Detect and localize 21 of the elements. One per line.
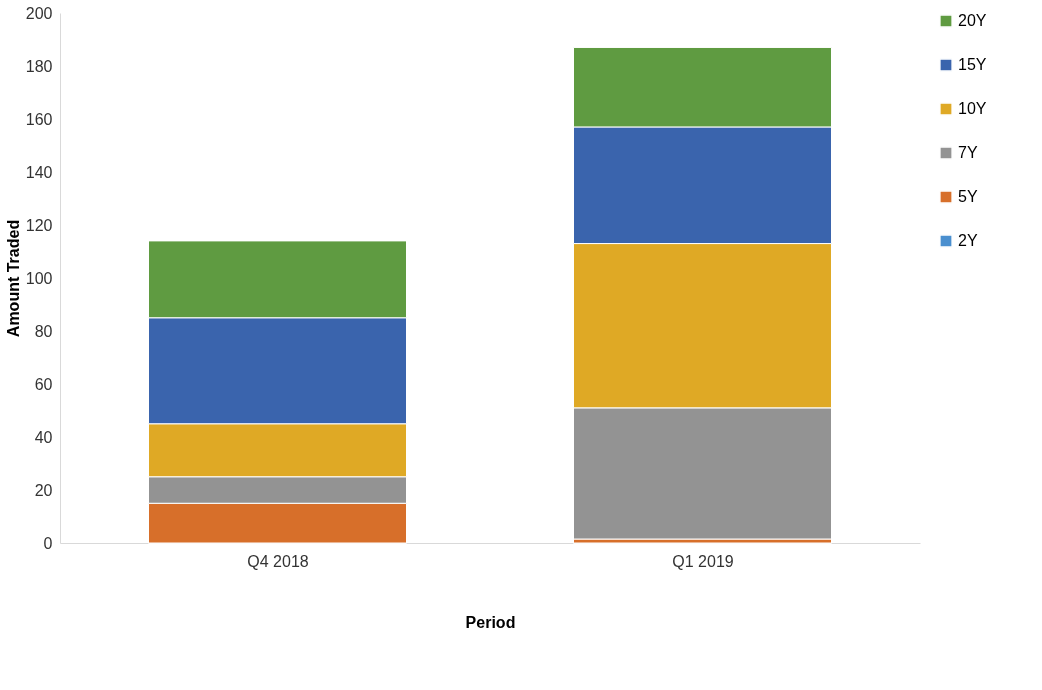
legend-label: 2Y [958, 232, 978, 249]
y-tick-label: 60 [34, 375, 53, 393]
y-tick-label: 200 [25, 4, 53, 22]
y-tick-label: 80 [34, 322, 53, 340]
y-tick-label: 160 [25, 110, 53, 128]
y-tick-label: 120 [25, 216, 53, 234]
legend-label: 7Y [958, 144, 978, 161]
y-tick-label: 180 [25, 57, 53, 75]
x-axis-title: Period [465, 613, 516, 631]
legend-label: 15Y [958, 56, 987, 73]
y-tick-label: 140 [25, 163, 53, 181]
legend-label: 5Y [958, 188, 978, 205]
y-tick-label: 20 [34, 481, 53, 499]
x-tick-label: Q1 2019 [672, 552, 734, 570]
legend-label: 10Y [958, 100, 987, 117]
x-tick-label: Q4 2018 [247, 552, 309, 570]
y-tick-label: 40 [34, 428, 53, 446]
y-tick-label: 100 [25, 269, 53, 287]
legend-label: 20Y [958, 12, 987, 29]
y-axis-title: Amount Traded [4, 219, 22, 338]
y-tick-label: 0 [43, 534, 53, 552]
